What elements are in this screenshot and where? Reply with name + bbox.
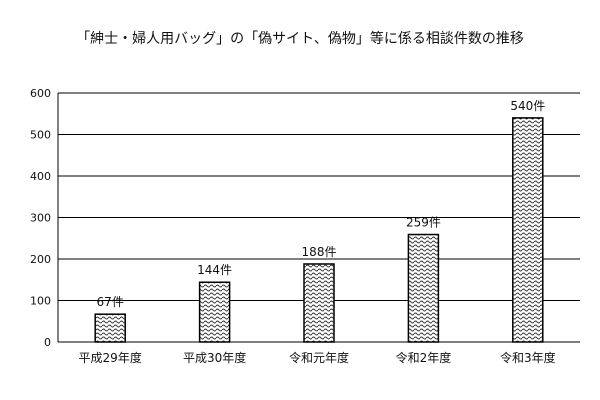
data-label: 540件 (510, 99, 545, 113)
x-tick-label: 令和元年度 (289, 350, 349, 365)
chart-title: 「紳士・婦人用バッグ」の「偽サイト、偽物」等に係る相談件数の推移 (76, 31, 524, 47)
x-tick-label: 平成29年度 (79, 350, 142, 365)
bar (94, 313, 126, 343)
bar (407, 233, 440, 343)
bar (512, 117, 544, 343)
y-tick-label: 600 (30, 87, 51, 100)
data-label: 188件 (302, 245, 337, 259)
y-tick-label: 300 (30, 212, 51, 225)
y-tick-label: 0 (44, 336, 51, 349)
bar (303, 263, 335, 343)
bar (198, 281, 231, 343)
x-tick-label: 令和3年度 (500, 350, 556, 365)
y-tick-label: 400 (30, 170, 51, 183)
data-label: 144件 (197, 263, 232, 277)
y-tick-label: 200 (30, 253, 51, 266)
y-tick-label: 500 (30, 129, 51, 142)
bars (94, 117, 544, 343)
x-tick-label: 令和2年度 (396, 350, 452, 365)
x-tick-label: 平成30年度 (183, 350, 246, 365)
data-label: 259件 (406, 216, 441, 230)
y-tick-label: 100 (30, 295, 51, 308)
data-label: 67件 (97, 295, 124, 309)
